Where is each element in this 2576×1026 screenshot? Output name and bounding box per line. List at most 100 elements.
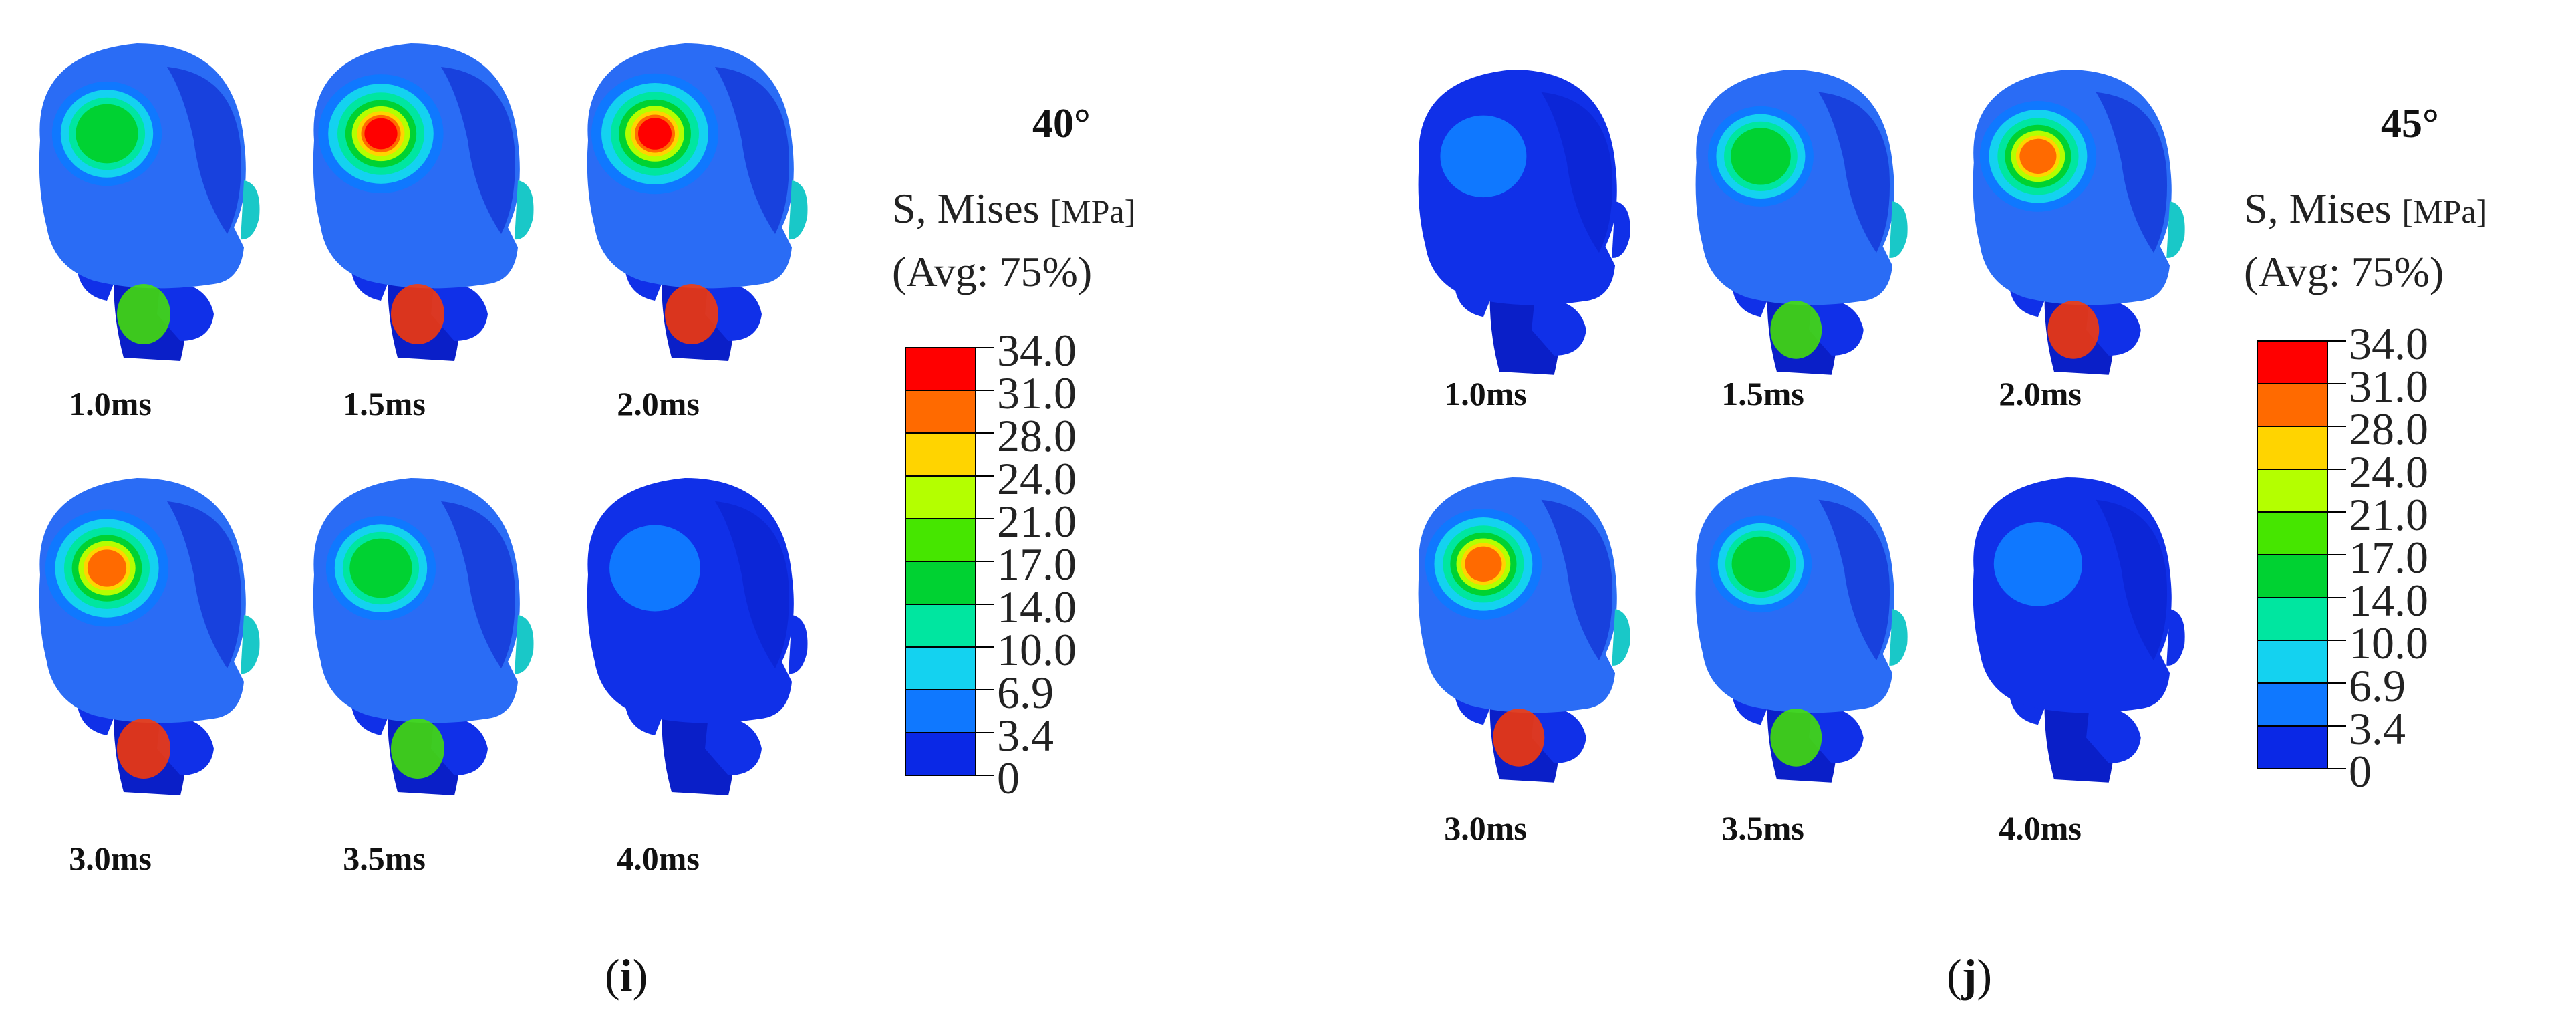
skull-figure	[39, 43, 260, 361]
colorbar: 34.0 31.0 28.0 24.0 21.0 17.0 14.0 10.0 6.9 3.4 0	[905, 328, 1280, 909]
colorbar-label: 17.0	[997, 539, 1077, 590]
skull-frame	[1389, 461, 1642, 795]
ear-shape	[515, 180, 534, 240]
jaw-shape	[157, 715, 214, 775]
colorbar-label: 34.0	[2349, 318, 2428, 369]
ear-shape	[241, 180, 260, 240]
jaw-shape	[2086, 297, 2141, 356]
time-label: 1.5ms	[343, 385, 426, 422]
time-label: 3.5ms	[1721, 809, 1804, 847]
colorbar-label: 31.0	[2349, 361, 2428, 412]
skull-figure	[39, 478, 260, 795]
jaw-shape	[157, 281, 214, 341]
cranium-shade	[1541, 92, 1613, 253]
colorbar-segment	[905, 732, 976, 776]
skull-figure	[587, 43, 808, 361]
skull-frame	[287, 27, 541, 374]
skull-frame	[13, 461, 267, 809]
skull-figure	[313, 478, 534, 795]
cranium-shade	[715, 67, 789, 234]
stress-contour	[638, 118, 672, 150]
time-label: 2.0ms	[617, 385, 700, 422]
colorbar-label: 28.0	[997, 410, 1077, 461]
ear-shape	[1889, 609, 1908, 666]
skull-frame	[13, 27, 267, 374]
skull-figure	[1695, 70, 1908, 375]
time-label: 2.0ms	[1999, 375, 2082, 412]
colorbar-label: 6.9	[2349, 660, 2406, 711]
colorbar-figure	[2257, 340, 2346, 769]
jaw-shape	[431, 281, 488, 341]
panel-i: 1.0ms 1.5ms 2.0ms 3.0ms 3.5ms 4.0ms 40° …	[13, 27, 1280, 1001]
angle-title: 45°	[2381, 101, 2439, 146]
colorbar-label: 24.0	[997, 453, 1077, 504]
neck-stress-spot	[1770, 709, 1822, 767]
skull-frame	[1943, 53, 2197, 388]
jaw-shape	[1809, 705, 1864, 763]
colorbar-label: 14.0	[997, 582, 1077, 632]
skull-frame	[1666, 53, 1920, 388]
jaw-shape	[705, 281, 762, 341]
legend-unit: [MPa]	[2402, 193, 2488, 230]
jaw-shape	[1532, 705, 1586, 763]
stress-contour	[349, 538, 412, 598]
colorbar-label: 10.0	[2349, 618, 2428, 668]
angle-title: 40°	[1032, 101, 1091, 146]
colorbar-label: 3.4	[997, 710, 1054, 761]
colorbar-segment	[905, 347, 976, 391]
colorbar-label: 24.0	[2349, 446, 2428, 497]
colorbar-segment	[905, 561, 976, 605]
cranium-shade	[441, 501, 515, 668]
cranium-shade	[715, 501, 789, 668]
colorbar-segment	[905, 604, 976, 648]
time-label: 4.0ms	[1999, 809, 2082, 847]
neck-stress-spot	[1770, 301, 1822, 359]
colorbar-label: 14.0	[2349, 575, 2428, 626]
panel-letter: i	[619, 950, 633, 1001]
colorbar-segment	[2257, 426, 2328, 470]
ear-shape	[1612, 201, 1630, 258]
jaw-shape	[1532, 297, 1586, 356]
ear-shape	[1612, 609, 1630, 666]
skull-frame	[1666, 461, 1920, 795]
neck-stress-spot	[117, 719, 170, 779]
legend-avg: (Avg: 75%)	[2244, 248, 2444, 295]
skull-figure	[1418, 70, 1630, 375]
panel-label: (i)	[605, 950, 648, 1001]
time-label: 1.0ms	[1444, 375, 1527, 412]
stress-contour	[1731, 536, 1790, 592]
jaw-shape	[2086, 705, 2141, 763]
ear-shape	[515, 615, 534, 674]
skull-figure	[1973, 477, 2185, 783]
legend-quantity: S, Mises	[2244, 184, 2392, 232]
cranium-shade	[441, 67, 515, 234]
time-label: 1.0ms	[69, 385, 152, 422]
colorbar-figure	[905, 347, 994, 776]
time-label: 3.5ms	[343, 840, 426, 877]
cranium-shade	[167, 501, 241, 668]
cranium-shade	[2096, 499, 2168, 661]
colorbar-segment	[905, 518, 976, 562]
colorbar-segment	[2257, 682, 2328, 727]
skull-figure	[1695, 477, 1908, 783]
neck-stress-spot	[391, 284, 444, 344]
time-label: 3.0ms	[69, 840, 152, 877]
colorbar-segment	[2257, 640, 2328, 684]
colorbar-label: 31.0	[997, 368, 1077, 418]
panel-label: (j)	[1947, 950, 1992, 1001]
cranium-shade	[1818, 92, 1890, 253]
colorbar-segment	[905, 390, 976, 434]
stress-contour	[76, 104, 138, 164]
stress-contour	[87, 549, 127, 587]
skull-figure	[587, 478, 808, 795]
colorbar-segment	[905, 432, 976, 477]
colorbar-label: 28.0	[2349, 404, 2428, 455]
skull-frame	[561, 461, 815, 809]
skull-frame	[1943, 461, 2197, 795]
jaw-shape	[431, 715, 488, 775]
legend-avg: (Avg: 75%)	[892, 248, 1093, 295]
colorbar-segment	[2257, 725, 2328, 769]
colorbar-label: 21.0	[2349, 489, 2428, 540]
colorbar-label: 21.0	[997, 496, 1077, 547]
colorbar-segment	[2257, 383, 2328, 427]
